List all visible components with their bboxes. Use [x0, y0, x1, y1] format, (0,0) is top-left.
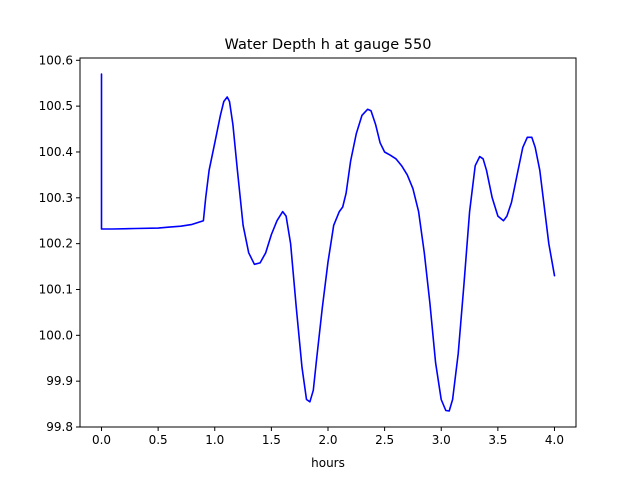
y-tick-label: 100.2 — [39, 237, 73, 251]
y-tick-label: 100.0 — [39, 328, 73, 342]
x-tick-label: 0.0 — [92, 433, 111, 447]
x-tick-label: 1.0 — [205, 433, 224, 447]
x-tick-label: 3.0 — [432, 433, 451, 447]
series-line — [100, 73, 556, 412]
y-tick-label: 100.3 — [39, 191, 73, 205]
y-tick-label: 99.9 — [46, 374, 73, 388]
y-tick-label: 100.4 — [39, 145, 73, 159]
x-tick-label: 4.0 — [545, 433, 564, 447]
y-tick-label: 100.5 — [39, 99, 73, 113]
plot-frame — [79, 57, 577, 428]
y-tick-label: 100.1 — [39, 282, 73, 296]
x-axis-label: hours — [311, 456, 345, 470]
x-tick-label: 2.0 — [318, 433, 337, 447]
plot-area — [80, 58, 576, 427]
x-tick-label: 3.5 — [488, 433, 507, 447]
x-tick-label: 0.5 — [149, 433, 168, 447]
x-axis-ticks: 0.0 0.5 1.0 1.5 2.0 2.5 3.0 3.5 4.0 — [92, 427, 564, 447]
y-tick-label: 100.6 — [39, 53, 73, 67]
x-tick-label: 2.5 — [375, 433, 394, 447]
series-layer — [100, 73, 556, 412]
chart-title: Water Depth h at gauge 550 — [225, 37, 432, 53]
y-tick-label: 99.8 — [46, 420, 73, 434]
x-tick-label: 1.5 — [262, 433, 281, 447]
y-axis-ticks: 99.8 99.9 100.0 100.1 100.2 100.3 100.4 100.5 10… — [39, 53, 80, 434]
